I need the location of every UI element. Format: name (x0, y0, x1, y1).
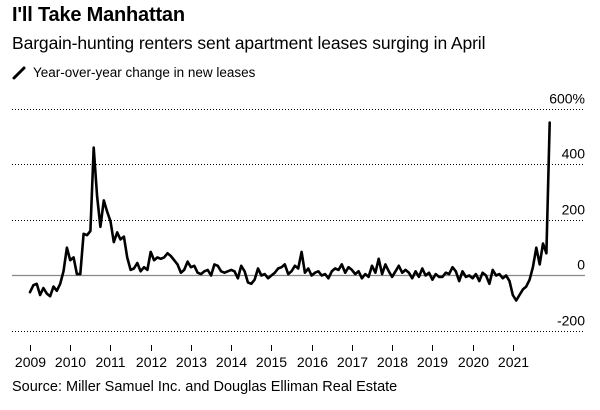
x-tick-label: 2014 (216, 354, 247, 370)
legend: Year-over-year change in new leases (12, 65, 255, 80)
series-line (28, 121, 552, 302)
source-note: Source: Miller Samuel Inc. and Douglas E… (12, 379, 398, 395)
x-tick-label: 2009 (15, 354, 46, 370)
x-tick-label: 2012 (136, 354, 167, 370)
x-axis-ticks: 2009 2010 2011 2012 2013 2014 2015 2016 2017 2018… (15, 345, 529, 370)
x-tick-label: 2017 (337, 354, 368, 370)
line-segment-icon (12, 66, 26, 80)
x-tick-label: 2011 (95, 354, 125, 370)
line-chart: 600% 400 200 0 -200 2009 2010 2011 2012 2013 2014… (12, 91, 585, 370)
y-tick-label: 0 (577, 257, 585, 273)
y-axis-ticks: 600% 400 200 0 -200 (549, 91, 585, 329)
x-tick-label: 2019 (417, 354, 448, 370)
x-tick-label: 2013 (176, 354, 207, 370)
y-tick-label: -200 (557, 313, 585, 329)
y-tick-label: 400 (562, 146, 586, 162)
series-layer (28, 121, 552, 302)
y-tick-label: 200 (562, 202, 586, 218)
legend-label: Year-over-year change in new leases (33, 65, 256, 80)
chart-subtitle: Bargain-hunting renters sent apartment l… (12, 33, 486, 53)
x-tick-label: 2020 (458, 354, 489, 370)
x-tick-label: 2016 (297, 354, 328, 370)
x-tick-label: 2018 (377, 354, 408, 370)
y-tick-label: 600% (549, 91, 585, 107)
x-tick-label: 2021 (498, 354, 529, 370)
x-tick-label: 2010 (55, 354, 86, 370)
x-tick-label: 2015 (256, 354, 287, 370)
chart-title: I'll Take Manhattan (12, 4, 185, 26)
gridlines (12, 109, 585, 332)
